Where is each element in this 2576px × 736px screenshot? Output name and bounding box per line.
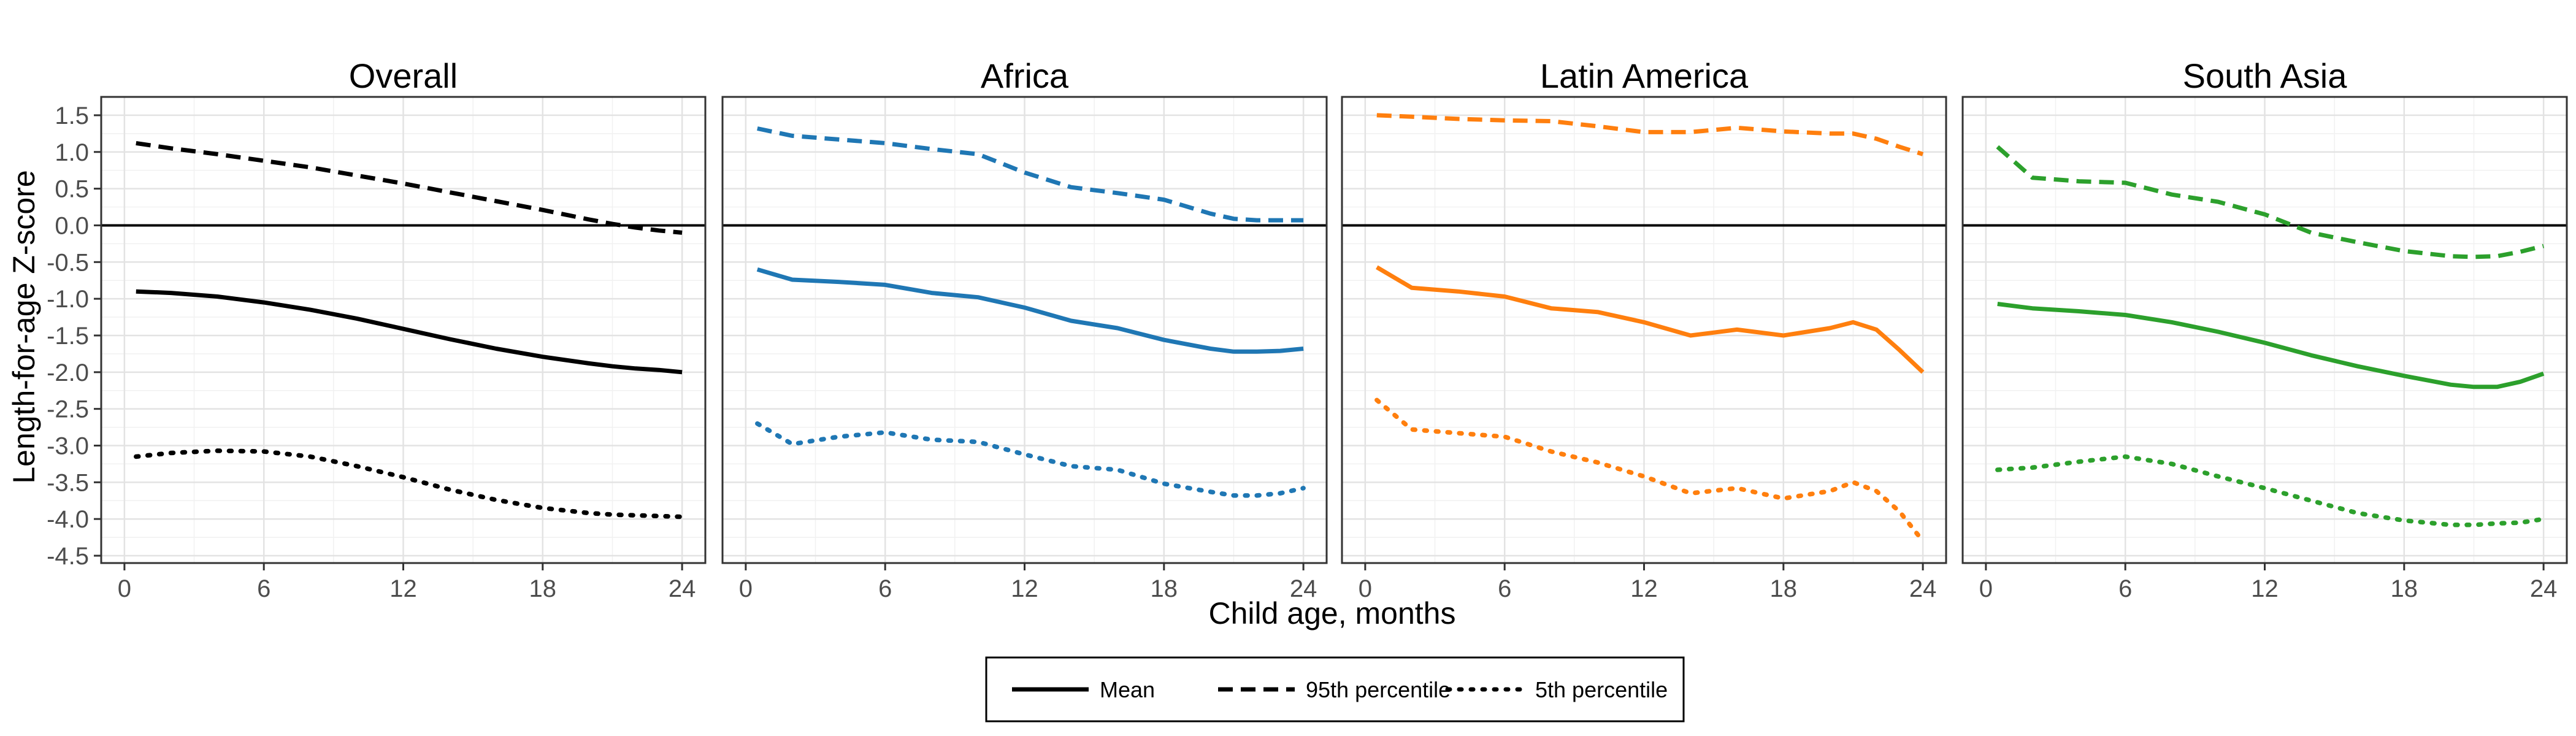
y-tick-label: -4.0: [47, 506, 89, 533]
panel-africa: Africa: [721, 56, 1328, 564]
y-axis: 1.5 1.0 0.5 0.0 -0.5 -1.0 -1.5 -2.0 -2.5 -3.0 -3.5…: [47, 102, 101, 570]
x-axis-overall: 0 6 12 18 24: [118, 563, 696, 602]
legend-label: 5th percentile: [1535, 677, 1668, 702]
panel-title: South Asia: [2183, 56, 2348, 95]
x-tick-label: 18: [2391, 575, 2418, 602]
series-line-mean: [756, 267, 1304, 354]
x-tick-label: 12: [1630, 575, 1658, 602]
x-tick-label: 18: [1151, 575, 1178, 602]
major-gridlines: [1963, 97, 2567, 563]
y-axis-title: Length-for-age Z-score: [7, 170, 41, 483]
panel-title: Overall: [349, 56, 458, 95]
x-tick-label: 6: [2118, 575, 2132, 602]
legend-label: Mean: [1100, 677, 1155, 702]
x-tick-label: 6: [257, 575, 270, 602]
panel-strip: [723, 56, 1327, 97]
panel-south-asia: South Asia: [1961, 56, 2568, 564]
x-tick-label: 0: [739, 575, 753, 602]
x-tick-label: 12: [389, 575, 417, 602]
x-tick-label: 18: [1770, 575, 1798, 602]
chart-panels: Overall Africa Latin America South Asia: [100, 56, 2568, 564]
y-tick-label: -4.5: [47, 543, 89, 570]
x-axes: 0 6 12 18 24 0 6 12 18 24 0 6 12 18 24 0 6 12 18 24: [118, 563, 2558, 602]
y-tick-label: -1.0: [47, 286, 89, 313]
series-line-5th-percentile: [1374, 397, 1925, 543]
y-tick-label: -2.5: [47, 396, 89, 423]
series-line-5th-percentile: [755, 421, 1306, 498]
major-gridlines: [1342, 97, 1946, 563]
panel-overall: Overall: [100, 56, 707, 564]
x-tick-label: 6: [1498, 575, 1511, 602]
panel-latin-america: Latin America: [1341, 56, 1947, 564]
major-gridlines: [101, 97, 705, 563]
series-line-mean: [136, 289, 683, 375]
x-tick-label: 24: [1290, 575, 1317, 602]
x-tick-label: 0: [118, 575, 131, 602]
panel-strip: [1342, 56, 1946, 97]
series-line-95th-percentile: [1996, 145, 2544, 259]
y-tick-label: -2.0: [47, 359, 89, 386]
series-line-mean: [1376, 265, 1925, 374]
x-axis-south-asia: 0 6 12 18 24: [1979, 563, 2558, 602]
panel-strip: [101, 56, 705, 97]
y-tick-label: -3.5: [47, 469, 89, 496]
y-tick-label: 0.0: [55, 212, 89, 239]
panel-strip: [1963, 56, 2567, 97]
series-line-95th-percentile: [1376, 113, 1924, 156]
y-tick-label: 1.5: [55, 102, 89, 129]
x-tick-label: 0: [1979, 575, 1993, 602]
y-tick-label: -3.0: [47, 433, 89, 460]
panel-title: Africa: [981, 56, 1069, 95]
x-tick-label: 24: [1909, 575, 1937, 602]
x-axis-latin-america: 0 6 12 18 24: [1359, 563, 1937, 602]
series-line-95th-percentile: [757, 126, 1304, 223]
legend: Mean 95th percentile 5th percentile: [985, 656, 1685, 723]
x-tick-label: 18: [529, 575, 557, 602]
x-tick-label: 12: [2251, 575, 2279, 602]
legend-label: 95th percentile: [1306, 677, 1451, 702]
y-tick-label: 1.0: [55, 139, 89, 166]
y-tick-label: -1.5: [47, 323, 89, 350]
legend-box: [985, 656, 1685, 723]
series-line-5th-percentile: [1995, 454, 2546, 527]
series-line-5th-percentile: [134, 448, 684, 519]
panel-title: Latin America: [1540, 56, 1749, 95]
x-tick-label: 6: [878, 575, 892, 602]
series-line-mean: [1997, 302, 2545, 389]
x-axis-africa: 0 6 12 18 24: [739, 563, 1317, 602]
x-tick-label: 12: [1011, 575, 1038, 602]
x-tick-label: 0: [1359, 575, 1372, 602]
series-line-95th-percentile: [136, 140, 683, 235]
y-tick-label: 0.5: [55, 176, 89, 203]
x-axis-title: Child age, months: [1208, 596, 1455, 631]
y-tick-label: -0.5: [47, 249, 89, 276]
x-tick-label: 24: [2530, 575, 2558, 602]
x-tick-label: 24: [669, 575, 696, 602]
